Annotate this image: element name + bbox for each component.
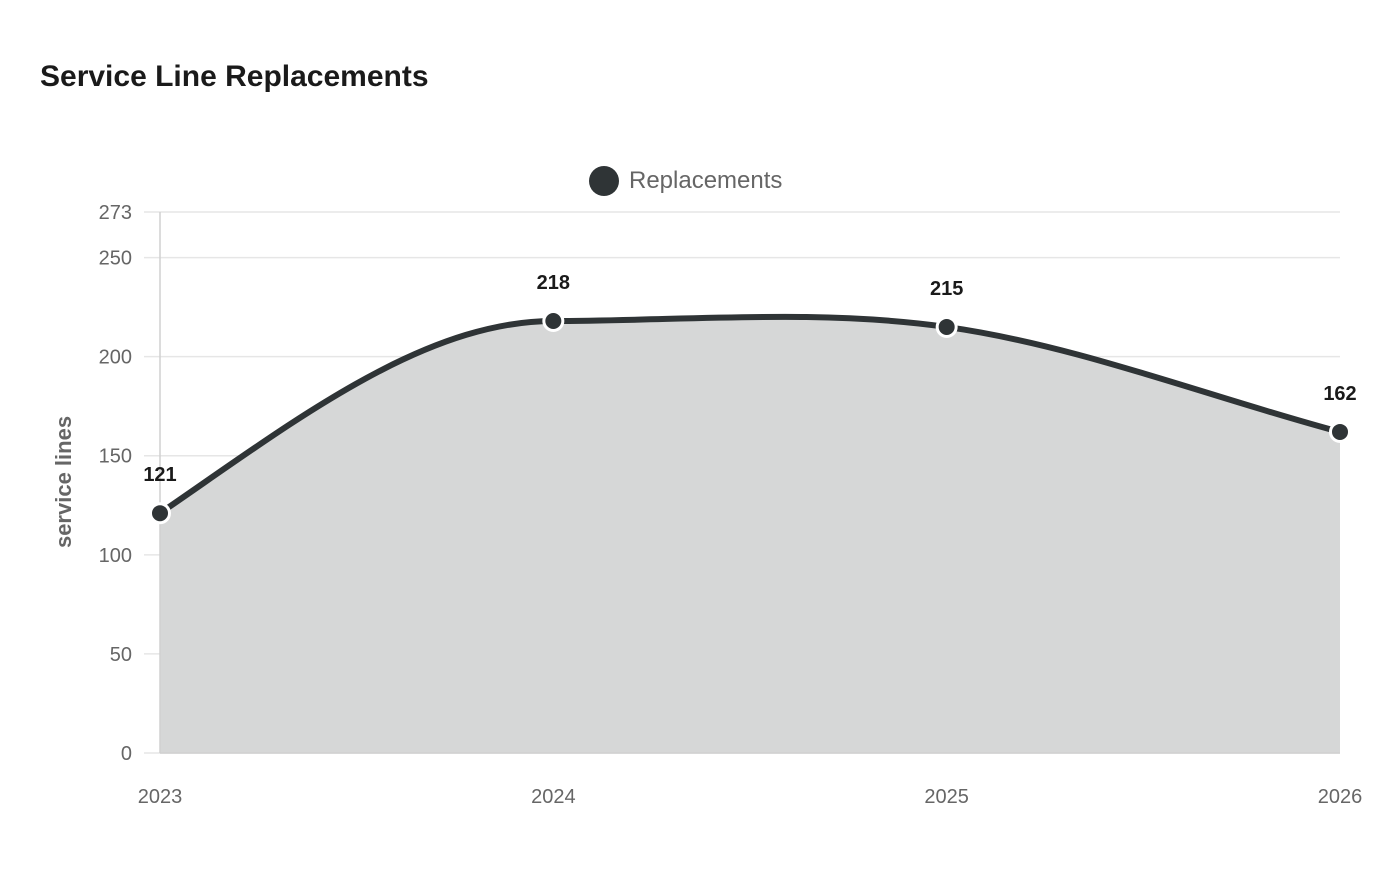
data-labels: 121 218 215 162: [143, 272, 1356, 486]
series-line: [157, 313, 1343, 517]
data-points: [149, 309, 1351, 525]
y-tick-label: 273: [99, 202, 132, 224]
x-tick-label: 2026: [1318, 786, 1363, 808]
y-tick-label: 150: [99, 446, 132, 468]
x-tick-label: 2025: [924, 786, 969, 808]
legend[interactable]: Replacements: [589, 166, 782, 196]
x-tick-labels: 2023 2024 2025 2026: [138, 786, 1363, 808]
legend-swatch: [589, 166, 619, 196]
x-tick-label: 2023: [138, 786, 183, 808]
chart-title: Service Line Replacements: [40, 60, 429, 93]
y-tick-labels: 0 50 100 150 200 250 273: [99, 202, 132, 765]
area-fill: [160, 316, 1340, 753]
data-point[interactable]: [1329, 420, 1351, 443]
legend-label: Replacements: [629, 167, 782, 194]
data-point[interactable]: [935, 315, 958, 338]
data-point[interactable]: [149, 502, 171, 525]
data-label: 162: [1323, 383, 1356, 405]
data-label: 218: [537, 272, 570, 294]
y-tick-label: 100: [99, 545, 132, 567]
y-tick-label: 250: [99, 248, 132, 270]
data-point[interactable]: [542, 309, 565, 332]
data-label: 215: [930, 278, 963, 300]
y-tick-label: 0: [121, 743, 132, 765]
y-tick-label: 200: [99, 347, 132, 369]
x-tick-label: 2024: [531, 786, 576, 808]
data-label: 121: [143, 464, 176, 486]
y-axis-label: service lines: [51, 416, 76, 548]
y-tick-label: 50: [110, 644, 132, 666]
